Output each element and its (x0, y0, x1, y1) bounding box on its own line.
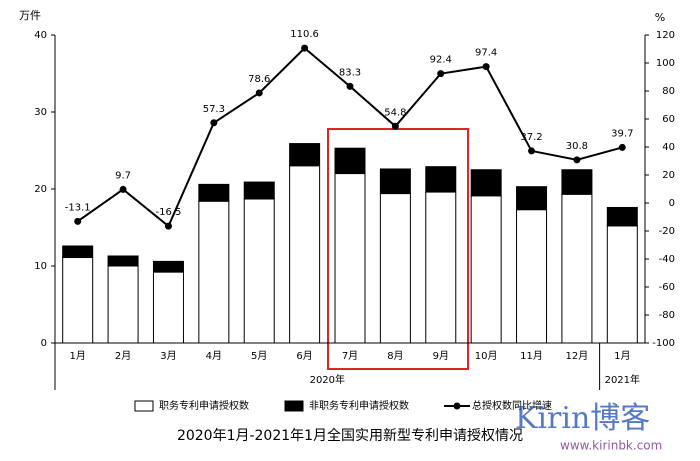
x-tick-label: 1月 (614, 350, 630, 362)
y2-tick-label: 20 (662, 170, 675, 181)
data-label: 9.7 (115, 170, 131, 181)
y2-tick-label: 100 (656, 58, 675, 69)
x-tick-label: 3月 (160, 350, 176, 362)
y2-tick-label: -60 (659, 282, 675, 293)
bar-segment (107, 255, 139, 267)
data-label: 83.3 (339, 67, 361, 78)
bar-segment (289, 143, 321, 167)
data-label: 92.4 (430, 55, 452, 66)
watermark-url: www.kirinbk.com (560, 439, 662, 453)
bar-segment (152, 271, 184, 344)
bar-segment (62, 245, 94, 259)
y2-tick-label: -20 (659, 226, 675, 237)
bar-segment (62, 257, 94, 344)
group-label: 2020年 (310, 373, 345, 386)
bar-segment (516, 209, 548, 344)
group-label: 2021年 (605, 373, 640, 386)
x-tick-label: 2月 (115, 350, 131, 362)
y-axis-label: 万件 (19, 9, 41, 22)
bar-segment (425, 191, 457, 344)
x-tick-label: 8月 (387, 350, 403, 362)
legend-swatch (284, 400, 304, 412)
x-tick-label: 5月 (251, 350, 267, 362)
y2-tick-label: 0 (669, 198, 675, 209)
bar-segment (198, 183, 230, 202)
data-label: 97.4 (475, 48, 497, 59)
data-label: 54.8 (384, 107, 406, 118)
y-tick-label: 20 (34, 184, 47, 195)
y-tick-label: 10 (34, 261, 47, 272)
x-tick-label: 9月 (433, 350, 449, 362)
y2-tick-label: -80 (659, 310, 675, 321)
y2-tick-label: 60 (662, 114, 675, 125)
data-label: 78.6 (248, 74, 270, 85)
legend-label: 非职务专利申请授权数 (309, 399, 409, 412)
x-tick-label: 6月 (296, 350, 312, 362)
legend-label: 职务专利申请授权数 (159, 399, 249, 412)
bar-segment (425, 166, 457, 193)
bar-segment (516, 186, 548, 211)
bar-segment (243, 198, 275, 344)
bar-segment (334, 147, 366, 175)
bar-segment (561, 169, 593, 195)
bar-segment (470, 195, 502, 344)
data-label: -13.1 (65, 202, 91, 213)
bar-segment (606, 206, 638, 227)
bar-segment (198, 200, 230, 344)
x-tick-label: 4月 (206, 350, 222, 362)
legend-label: 总授权数同比增速 (472, 399, 552, 412)
y2-tick-label: 40 (662, 142, 675, 153)
x-tick-label: 7月 (342, 350, 358, 362)
bar-segment (334, 173, 366, 344)
data-label: 57.3 (203, 104, 225, 115)
bar-segment (243, 181, 275, 200)
data-label: -16.5 (156, 207, 182, 218)
bar-segment (379, 168, 411, 195)
data-label: 37.2 (520, 132, 542, 143)
highlight-box (327, 128, 469, 370)
bar-segment (379, 193, 411, 344)
bar-segment (606, 225, 638, 344)
data-label: 110.6 (290, 29, 319, 40)
x-tick-label: 1月 (70, 350, 86, 362)
data-label: 30.8 (566, 141, 588, 152)
x-tick-label: 10月 (475, 350, 498, 362)
x-tick-label: 12月 (566, 350, 589, 362)
bar-segment (107, 265, 139, 344)
bar-segment (470, 169, 502, 197)
bar-segment (152, 260, 184, 273)
y-tick-label: 0 (41, 338, 47, 349)
x-tick-label: 11月 (520, 350, 543, 362)
bar-segment (561, 193, 593, 344)
y2-tick-label: 80 (662, 86, 675, 97)
bar-segment (289, 165, 321, 344)
y2-tick-label: -40 (659, 254, 675, 265)
line (77, 46, 623, 228)
y-tick-label: 30 (34, 107, 47, 118)
y2-axis-label: % (655, 11, 665, 24)
chart-title: 2020年1月-2021年1月全国实用新型专利申请授权情况 (177, 427, 523, 444)
y2-tick-label: -100 (652, 338, 675, 349)
y-tick-label: 40 (34, 30, 47, 41)
data-label: 39.7 (611, 128, 633, 139)
y2-tick-label: 120 (656, 30, 675, 41)
legend-swatch (134, 400, 154, 412)
watermark-brand: Kirin博客 (515, 401, 650, 436)
